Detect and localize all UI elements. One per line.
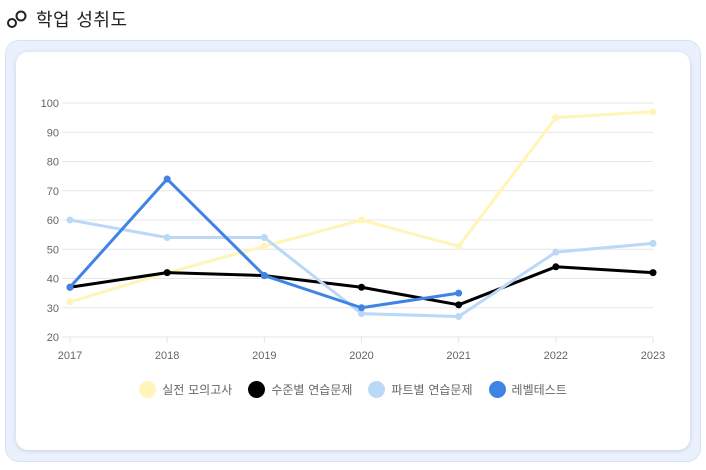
y-tick-label: 20 [47,332,59,344]
y-tick-label: 100 [41,98,59,110]
y-tick-label: 30 [47,303,59,315]
x-axis-ticks: 2017 2018 2019 2020 2021 2022 2023 [58,350,665,362]
link-circles-icon [7,10,27,28]
x-tick-label: 2019 [252,350,276,362]
series-1 [66,263,657,309]
data-point[interactable] [552,263,560,271]
y-tick-label: 50 [47,244,59,256]
y-tick-label: 90 [47,127,59,139]
legend-item[interactable]: 파트별 연습문제 [368,381,473,398]
y-tick-label: 40 [47,274,59,286]
x-tick-label: 2018 [155,350,179,362]
y-tick-label: 80 [47,157,59,169]
legend-label: 수준별 연습문제 [271,383,353,397]
data-point[interactable] [358,283,365,291]
data-point[interactable] [66,216,74,224]
page-title: 학업 성취도 [36,10,128,31]
x-tick-label: 2023 [641,350,665,362]
data-point[interactable] [649,108,657,116]
data-point[interactable] [455,313,463,321]
grid-lines [62,102,654,343]
x-tick-label: 2017 [58,350,82,362]
data-point[interactable] [455,289,463,297]
data-point[interactable] [163,175,171,183]
legend-label: 레벨테스트 [511,383,567,397]
legend-item[interactable]: 레벨테스트 [488,381,567,398]
y-axis-ticks: 20 30 40 50 60 70 80 90 100 [41,98,59,344]
y-tick-label: 70 [47,186,59,198]
data-point[interactable] [358,304,365,312]
legend-swatch [368,381,386,398]
chart-legend: 실전 모의고사 수준별 연습문제 파트별 연습문제 레벨테스트 [0,381,706,398]
page-header: 학업 성취도 [6,6,128,32]
legend-label: 실전 모의고사 [162,383,233,397]
data-point[interactable] [552,114,560,122]
x-tick-label: 2020 [349,350,373,362]
x-tick-label: 2021 [446,350,470,362]
data-point[interactable] [66,283,74,291]
x-tick-label: 2022 [544,350,568,362]
data-point[interactable] [649,239,657,247]
data-point[interactable] [260,242,268,250]
data-point[interactable] [649,269,657,277]
legend-item[interactable]: 실전 모의고사 [139,381,232,398]
data-point[interactable] [260,272,268,280]
legend-item[interactable]: 수준별 연습문제 [248,381,352,398]
series-3 [66,175,463,312]
legend-swatch [488,381,506,398]
series-group [66,108,657,321]
data-point[interactable] [163,269,171,277]
legend-label: 파트별 연습문제 [391,383,473,397]
legend-swatch [139,381,157,398]
data-point[interactable] [66,298,74,306]
y-tick-label: 60 [47,215,59,227]
data-point[interactable] [260,234,268,242]
data-point[interactable] [552,248,560,256]
series-2 [66,216,657,321]
data-point[interactable] [455,242,463,250]
data-point[interactable] [358,310,365,318]
data-point[interactable] [455,301,463,309]
data-point[interactable] [358,216,365,224]
legend-swatch [248,381,266,398]
data-point[interactable] [163,234,171,242]
